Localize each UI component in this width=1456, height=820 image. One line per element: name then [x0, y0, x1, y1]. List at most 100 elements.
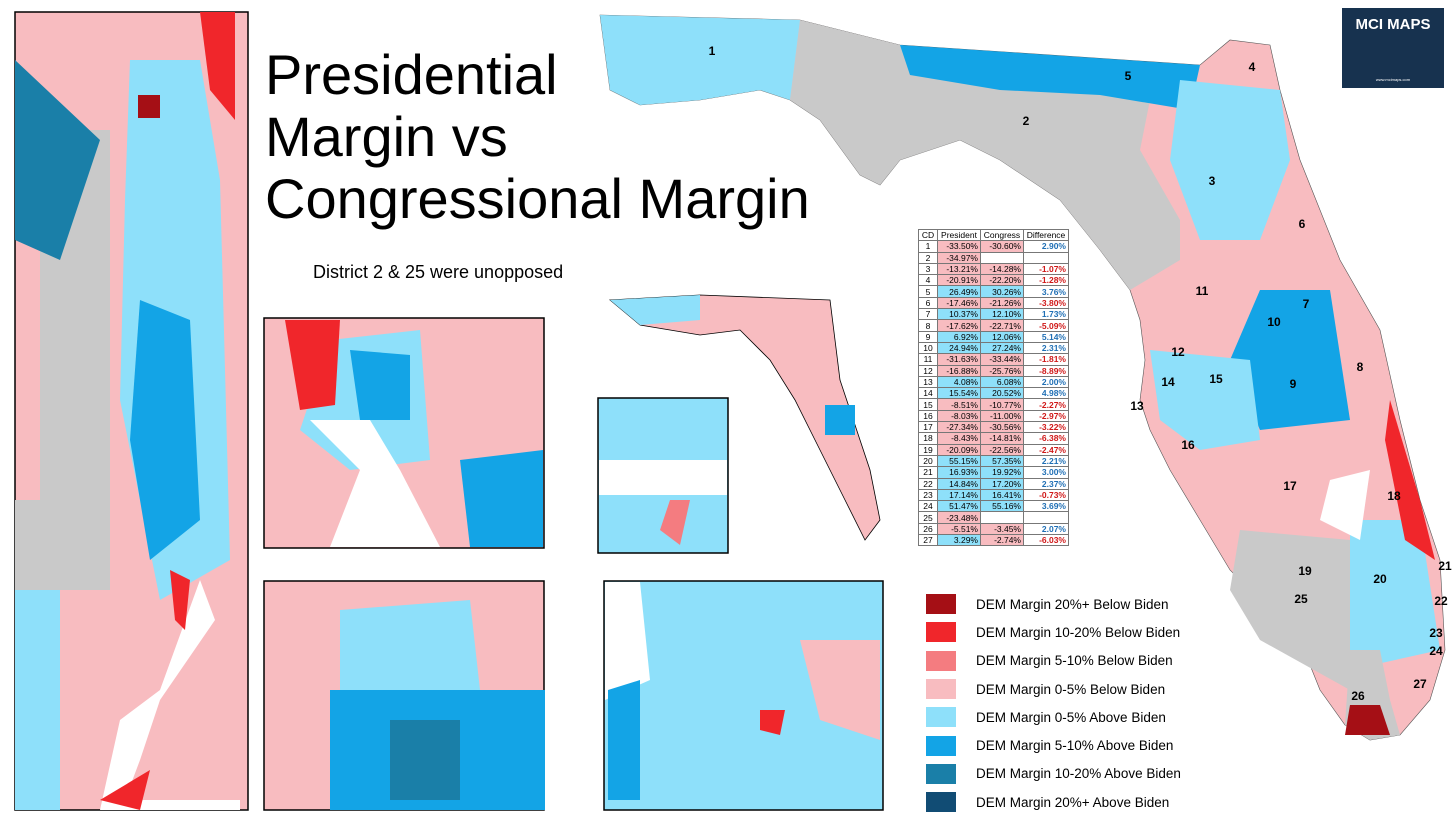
table-cell: 1.73% [1023, 308, 1069, 321]
table-cell: 7 [918, 308, 938, 321]
table-row: 19 -20.09% -22.56% -2.47% [918, 443, 1069, 456]
table-cell: 2.37% [1023, 477, 1069, 490]
district-label: 22 [1434, 594, 1448, 608]
table-cell: 9 [918, 330, 938, 343]
district-label: 23 [1429, 626, 1443, 640]
table-row: 12 -16.88% -25.76% -8.89% [918, 364, 1069, 377]
district-label: 27 [1413, 677, 1427, 691]
table-cell: -30.56% [980, 421, 1024, 434]
table-row: 21 16.93% 19.92% 3.00% [918, 466, 1069, 479]
district-label: 14 [1161, 375, 1175, 389]
district-label: 2 [1023, 114, 1030, 128]
legend-item: DEM Margin 5-10% Above Biden [926, 731, 1181, 759]
table-row: 7 10.37% 12.10% 1.73% [918, 308, 1069, 321]
table-cell: 6 [918, 296, 938, 310]
table-cell: 2.31% [1023, 341, 1069, 355]
table-cell: -22.56% [980, 443, 1024, 456]
table-cell: 4 [918, 274, 938, 287]
small-inset [597, 397, 729, 554]
title-line: Congressional Margin [265, 167, 810, 230]
table-cell: 5.14% [1023, 330, 1069, 343]
table-cell: 21 [918, 466, 938, 479]
legend-label: DEM Margin 5-10% Below Biden [976, 653, 1173, 669]
table-row: 3 -13.21% -14.28% -1.07% [918, 262, 1069, 276]
table-cell: -6.38% [1023, 432, 1069, 445]
column-header: President [937, 228, 981, 242]
table-cell: -20.91% [937, 274, 981, 287]
table-row: 24 51.47% 55.16% 3.69% [918, 500, 1069, 513]
district-label: 7 [1303, 297, 1310, 311]
table-row: 6 -17.46% -21.26% -3.80% [918, 296, 1069, 310]
title-line: Presidential [265, 43, 558, 106]
table-cell: 26 [918, 522, 938, 536]
table-cell: 25 [918, 511, 938, 524]
legend-item: DEM Margin 5-10% Below Biden [926, 647, 1181, 675]
table-cell: 13 [918, 375, 938, 389]
table-cell: 55.15% [937, 454, 981, 468]
table-cell: -25.76% [980, 364, 1024, 377]
results-table: CD President Congress Difference 1 -33.50% -30… [918, 228, 1069, 547]
legend-item: DEM Margin 0-5% Above Biden [926, 703, 1181, 731]
table-cell: -22.20% [980, 274, 1024, 287]
table-cell: 2.90% [1023, 240, 1069, 253]
table-cell: 18 [918, 432, 938, 445]
district-label: 12 [1171, 345, 1185, 359]
district-label: 6 [1299, 217, 1306, 231]
table-cell: 16.93% [937, 466, 981, 479]
table-row: 17 -27.34% -30.56% -3.22% [918, 421, 1069, 434]
table-cell: -23.48% [937, 511, 981, 524]
table-cell: 11 [918, 353, 938, 366]
table-cell: -1.07% [1023, 262, 1069, 276]
table-row: 18 -8.43% -14.81% -6.38% [918, 432, 1069, 445]
legend-label: DEM Margin 5-10% Above Biden [976, 738, 1174, 754]
table-cell: 6.92% [937, 330, 981, 343]
logo-name: MCI MAPS [1355, 16, 1431, 33]
table-cell: 4.98% [1023, 387, 1069, 400]
legend-swatch [926, 679, 956, 700]
legend-item: DEM Margin 20%+ Above Biden [926, 788, 1181, 816]
table-cell: -33.44% [980, 353, 1024, 366]
table-cell: 5 [918, 285, 938, 298]
table-cell: -2.97% [1023, 409, 1069, 423]
table-cell: -8.89% [1023, 364, 1069, 377]
district-label: 21 [1438, 559, 1452, 573]
table-cell: -16.88% [937, 364, 981, 377]
district-label: 16 [1181, 438, 1195, 452]
table-cell [1023, 251, 1069, 264]
table-row: 8 -17.62% -22.71% -5.09% [918, 319, 1069, 332]
table-cell: 2 [918, 251, 938, 264]
table-cell: 15 [918, 398, 938, 411]
left-inset [14, 11, 249, 811]
table-row: 15 -8.51% -10.77% -2.27% [918, 398, 1069, 411]
district-label: 20 [1373, 572, 1387, 586]
table-row: 10 24.94% 27.24% 2.31% [918, 341, 1069, 355]
table-cell: 3.29% [937, 534, 981, 547]
subtitle: District 2 & 25 were unopposed [313, 262, 564, 282]
table-cell: -17.62% [937, 319, 981, 332]
table-cell: -14.28% [980, 262, 1024, 276]
district-label: 9 [1290, 377, 1297, 391]
table-cell: -30.60% [980, 240, 1024, 253]
table-row: 27 3.29% -2.74% -6.03% [918, 534, 1069, 547]
legend-swatch [926, 622, 956, 643]
table-cell: 1 [918, 240, 938, 253]
table-cell: -22.71% [980, 319, 1024, 332]
district-label: 24 [1429, 644, 1443, 658]
table-cell: -10.77% [980, 398, 1024, 411]
table-row: 4 -20.91% -22.20% -1.28% [918, 274, 1069, 287]
district-label: 18 [1387, 489, 1401, 503]
table-row: 16 -8.03% -11.00% -2.97% [918, 409, 1069, 423]
table-row: 20 55.15% 57.35% 2.21% [918, 454, 1069, 468]
table-cell: -8.43% [937, 432, 981, 445]
legend-label: DEM Margin 0-5% Above Biden [976, 709, 1166, 725]
florida-map [599, 14, 1446, 741]
table-cell: 27 [918, 534, 938, 547]
table-cell: 55.16% [980, 500, 1024, 513]
table-cell: -6.03% [1023, 534, 1069, 547]
legend-item: DEM Margin 10-20% Below Biden [926, 618, 1181, 646]
district-label: 15 [1209, 372, 1223, 386]
table-cell: 16.41% [980, 488, 1024, 502]
district-label: 8 [1357, 360, 1364, 374]
legend-item: DEM Margin 0-5% Below Biden [926, 675, 1181, 703]
